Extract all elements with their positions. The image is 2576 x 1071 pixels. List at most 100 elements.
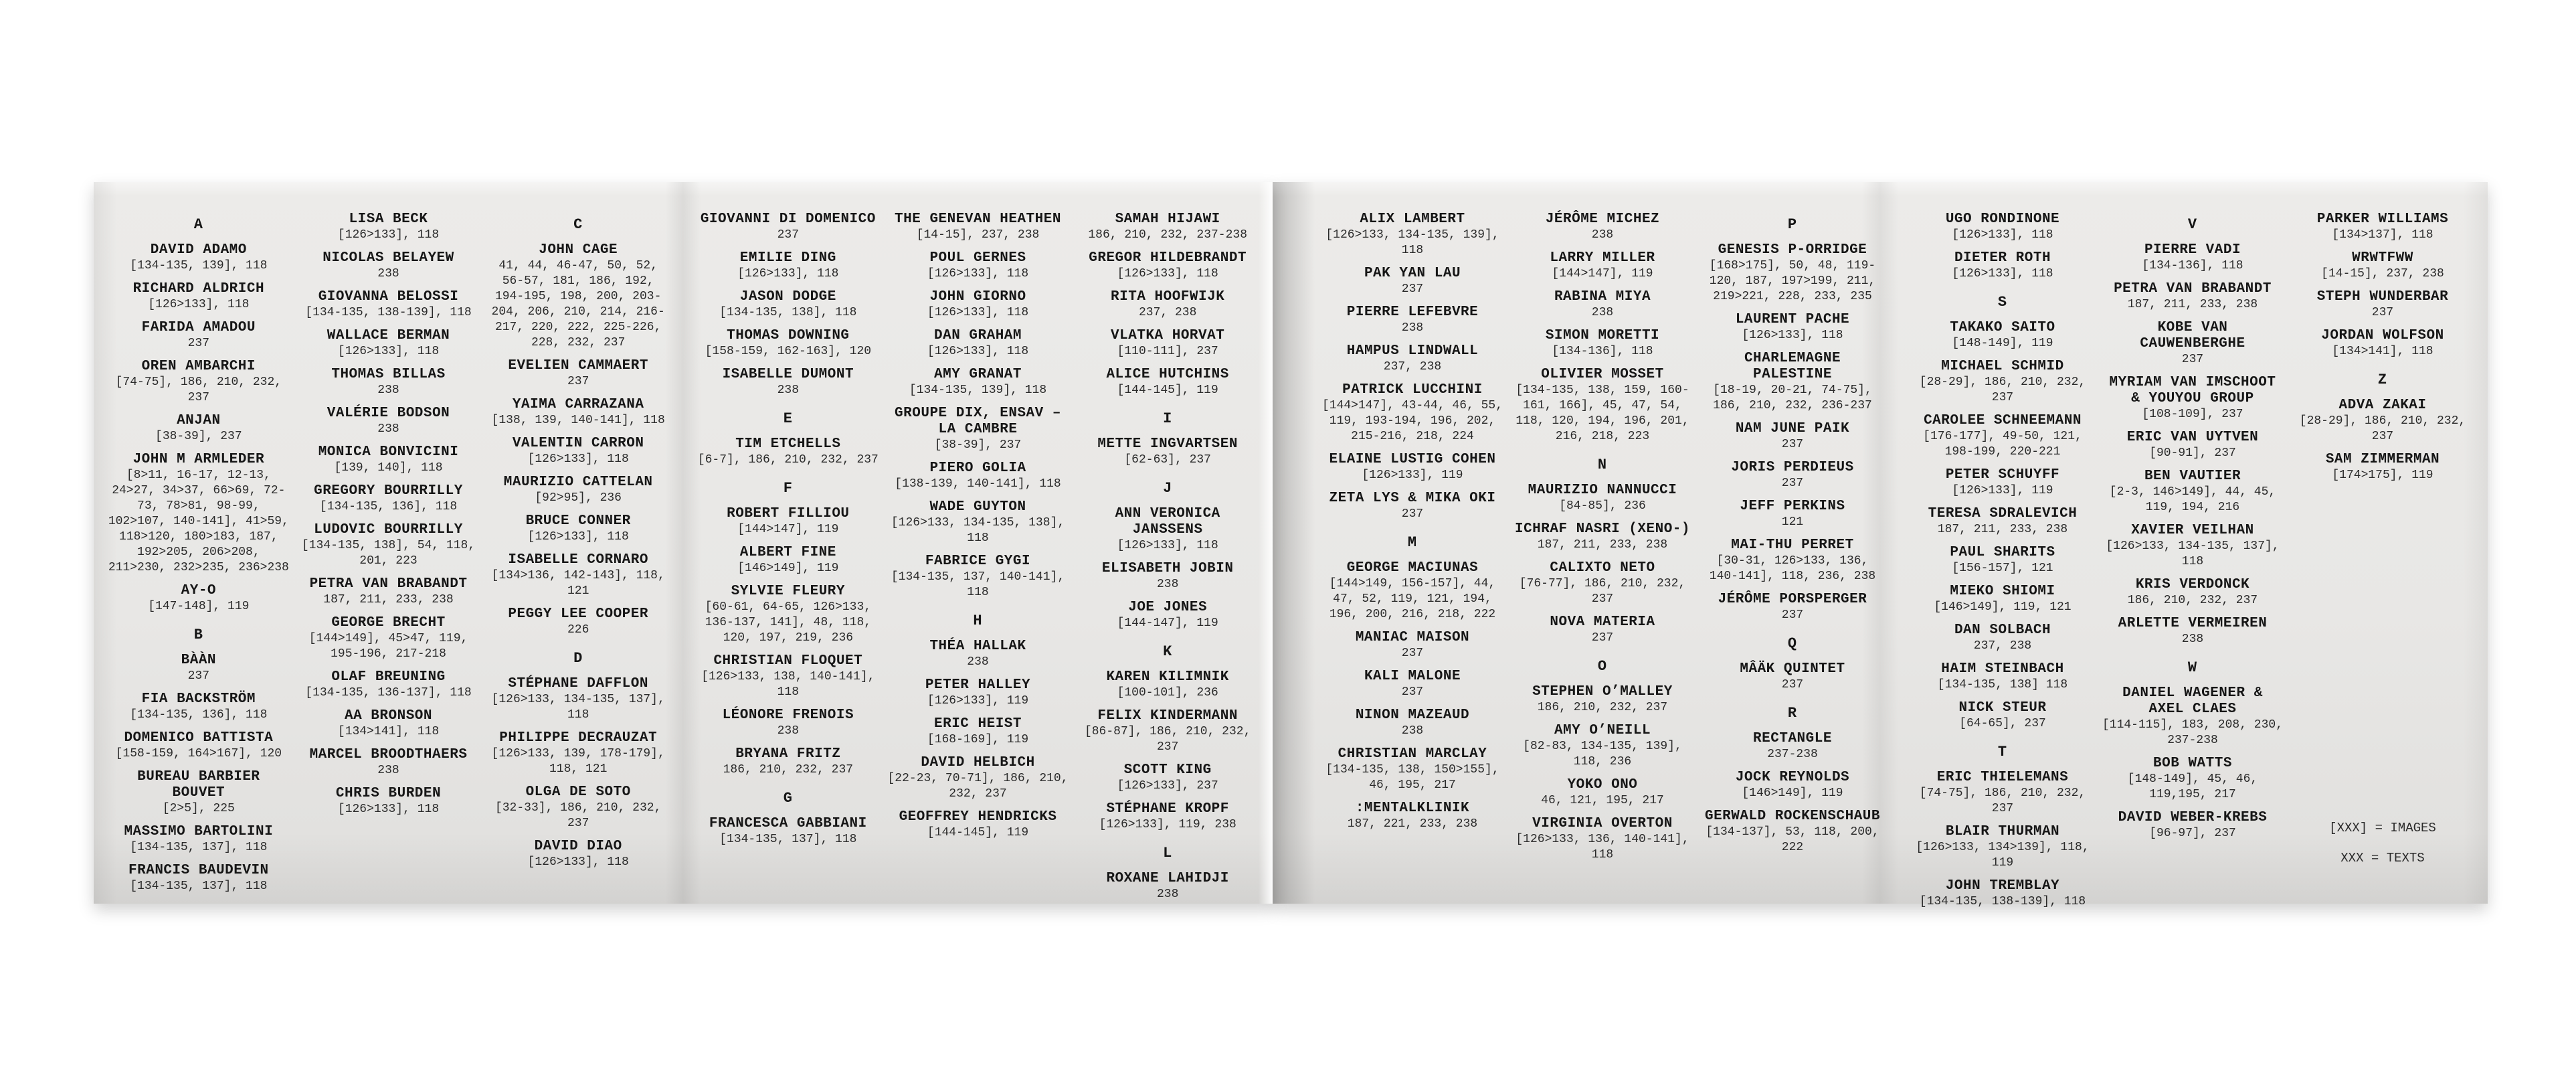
artist-name: SIMON MORETTI	[1545, 328, 1660, 343]
page-refs: [138, 139, 140-141], 118	[491, 414, 665, 427]
artist-name: CHRISTIAN FLOQUET	[713, 653, 863, 669]
index-entry: TAKAKO SAITO [148-149], 119	[1911, 320, 2094, 351]
artist-name: LARRY MILLER	[1550, 250, 1655, 266]
artist-name: DAVID HELBICH	[921, 755, 1035, 770]
page-refs: [30-31, 126>133, 136, 140-141], 118, 236…	[1709, 554, 1876, 583]
artist-name: RICHARD ALDRICH	[132, 281, 265, 297]
artist-name: DAVID WEBER-KREBS	[2118, 810, 2268, 825]
artist-name: ICHRAF NASRI (XENO-)	[1514, 521, 1691, 537]
artist-name: BLAIR THURMAN	[1945, 824, 2060, 839]
artist-name: PETRA VAN BRABANDT	[309, 576, 468, 592]
page-refs: [134-135, 138], 118	[719, 306, 857, 319]
index-entry: RABINA MIYA 238	[1511, 289, 1694, 321]
page-refs: [126>133], 118	[527, 452, 629, 466]
artist-name: GEOFFREY HENDRICKS	[899, 809, 1057, 825]
page-refs: 186, 210, 232, 237	[1537, 701, 1668, 714]
artist-name: DAVID ADAMO	[150, 242, 247, 258]
page-refs: [126>133, 134-135, 137], 118	[2106, 540, 2280, 568]
page-refs: 237	[1401, 507, 1424, 521]
page-refs: 237, 238	[1973, 639, 2032, 653]
page-refs: 237	[1781, 608, 1804, 622]
page-refs: [32-33], 186, 210, 232, 237	[494, 801, 662, 830]
artist-name: PETER HALLEY	[925, 677, 1031, 693]
index-entry: NAM JUNE PAIK 237	[1701, 421, 1884, 452]
page-refs: [148-149], 45, 46, 119,195, 217	[2127, 772, 2258, 801]
index-entry: AA BRONSON [134>141], 118	[297, 708, 480, 740]
artist-name: VLATKA HORVAT	[1111, 328, 1225, 343]
index-entry: VALENTIN CARRON [126>133], 118	[486, 436, 670, 467]
artist-name: ERIC VAN UYTVEN	[2126, 430, 2259, 445]
index-entry: NICOLAS BELAYEW 238	[297, 250, 480, 282]
artist-name: ERIC HEIST	[933, 716, 1022, 732]
page-refs: [134-135, 139], 118	[909, 384, 1047, 397]
page-refs: [96-97], 237	[2149, 827, 2236, 840]
index-entry: WADE GUYTON [126>133, 134-135, 138], 118	[887, 499, 1070, 546]
page-refs: [134-135, 137], 118	[130, 841, 268, 854]
index-entry: RECTANGLE 237-238	[1701, 731, 1884, 762]
index-entry: PAUL SHARITS [156-157], 121	[1911, 545, 2094, 576]
index-entry: JOHN CAGE 41, 44, 46-47, 50, 52, 56-57, 1…	[486, 242, 670, 351]
page-refs: 238	[377, 384, 399, 397]
artist-name: STEPHEN O’MALLEY	[1532, 684, 1673, 699]
page-refs: [146>149], 119	[737, 562, 839, 575]
index-entry: DAN SOLBACH 237, 238	[1911, 623, 2094, 654]
index-entry: LISA BECK [126>133], 118	[297, 212, 480, 243]
page-refs: [134-135, 138], 54, 118, 201, 223	[301, 539, 476, 568]
index-entry: ERIC VAN UYTVEN [90-91], 237	[2101, 430, 2284, 461]
artist-name: ROXANE LAHIDJI	[1106, 871, 1229, 886]
index-page-4: UGO RONDINONE [126>133], 118 DIETER ROTH [1…	[1898, 182, 2488, 908]
artist-name: MÂÄK QUINTET	[1740, 661, 1845, 677]
artist-name: FARIDA AMADOU	[141, 320, 256, 335]
index-entry: FARIDA AMADOU 237	[107, 320, 290, 351]
artist-name: STEPH WUNDERBAR	[2316, 289, 2449, 305]
index-entry: PATRICK LUCCHINI [144>147], 43-44, 46, 55…	[1321, 382, 1504, 444]
index-entry: ROXANE LAHIDJI 238	[1076, 871, 1259, 902]
page-refs: [8>11, 16-17, 12-13, 24>27, 34>37, 66>69…	[108, 469, 289, 574]
artist-name: KOBE VAN CAUWENBERGHE	[2140, 320, 2245, 351]
index-entry: DAN GRAHAM [126>133], 118	[887, 328, 1070, 359]
index-entry: WALLACE BERMAN [126>133], 118	[297, 328, 480, 359]
page-refs: 237-238	[1767, 748, 1818, 761]
section-letter: P	[1787, 216, 1798, 233]
page-refs: [174>175], 119	[2332, 469, 2433, 482]
page-refs: [6-7], 186, 210, 232, 237	[697, 453, 879, 467]
artist-name: RABINA MIYA	[1554, 289, 1651, 305]
index-entry: JOHN M ARMLEDER [8>11, 16-17, 12-13, 24>2…	[107, 452, 290, 576]
index-entry: CHRISTIAN MARCLAY [134-135, 138, 150>155]…	[1321, 746, 1504, 793]
artist-name: BUREAU BARBIER BOUVET	[137, 769, 260, 801]
page-refs: [28-29], 186, 210, 232, 237	[2299, 414, 2466, 443]
index-entry: ERIC THIELEMANS [74-75], 186, 210, 232, 2…	[1911, 770, 2094, 817]
index-entry: TIM ETCHELLS [6-7], 186, 210, 232, 237	[697, 436, 880, 468]
page-refs: [134-136], 118	[1552, 345, 1653, 358]
section-letter: K	[1163, 643, 1173, 660]
artist-name: METTE INGVARTSEN	[1097, 436, 1238, 452]
index-entry: AMY O’NEILL [82-83, 134-135, 139], 118, 2…	[1511, 723, 1694, 770]
index-entry: LARRY MILLER [144>147], 119	[1511, 250, 1694, 282]
page-refs: [126>133, 134>139], 118, 119	[1916, 841, 2090, 870]
page-refs: [126>133], 118	[527, 530, 629, 544]
page-refs: [60-61, 64-65, 126>133, 136-137, 141], 4…	[705, 600, 872, 645]
artist-name: DAVID DIAO	[534, 839, 622, 854]
artist-name: GROUPE DIX, ENSAV – LA CAMBRE	[895, 406, 1061, 437]
index-entry: UGO RONDINONE [126>133], 118	[1911, 212, 2094, 243]
page-refs: [168-169], 119	[927, 733, 1029, 746]
artist-name: ARLETTE VERMEIREN	[2118, 616, 2268, 631]
page-refs: [146>149], 119	[1742, 787, 1843, 800]
artist-name: DIETER ROTH	[1954, 250, 2051, 266]
section-letter: A	[193, 216, 203, 233]
index-entry: NINON MAZEAUD 238	[1321, 708, 1504, 739]
artist-name: CHRIS BURDEN	[335, 786, 442, 801]
page-refs: [134-135, 138-139], 118	[305, 306, 472, 319]
artist-name: ISABELLE CORNARO	[508, 552, 648, 568]
artist-name: NICK STEUR	[1958, 700, 2047, 716]
page-refs: [2-3, 146>149], 44, 45, 119, 194, 216	[2109, 485, 2276, 514]
artist-name: AMY GRANAT	[933, 367, 1022, 382]
page-refs: [38-39], 237	[155, 430, 242, 443]
index-entry: STEPH WUNDERBAR 237	[2291, 289, 2474, 321]
index-entry: RITA HOOFWIJK 237, 238	[1076, 289, 1259, 321]
index-entry: OLGA DE SOTO [32-33], 186, 210, 232, 237	[486, 785, 670, 831]
artist-name: MAI-THU PERRET	[1731, 538, 1854, 553]
page-refs: [146>149], 119, 121	[1934, 600, 2072, 614]
section-letter: D	[573, 650, 583, 667]
page-refs: [114-115], 183, 208, 230, 237-238	[2102, 718, 2284, 747]
